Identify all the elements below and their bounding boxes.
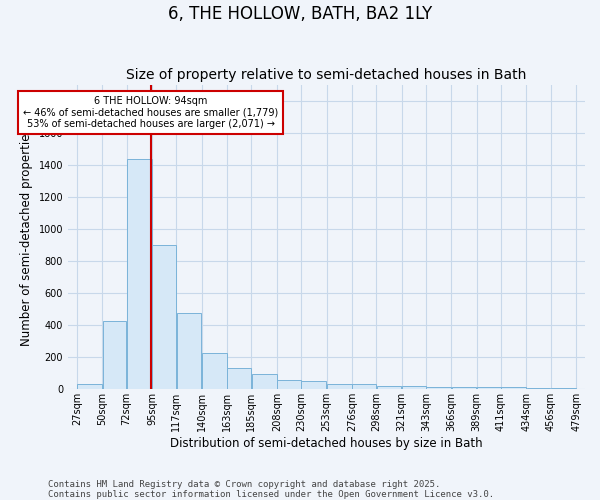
Bar — [402, 386, 425, 390]
Bar — [527, 388, 550, 390]
Bar — [452, 387, 476, 390]
Bar — [352, 384, 376, 390]
Text: Contains HM Land Registry data © Crown copyright and database right 2025.
Contai: Contains HM Land Registry data © Crown c… — [48, 480, 494, 499]
Bar — [252, 374, 277, 390]
Bar — [152, 245, 176, 390]
Bar — [477, 387, 501, 390]
Bar — [77, 384, 102, 390]
Title: Size of property relative to semi-detached houses in Bath: Size of property relative to semi-detach… — [127, 68, 527, 82]
Y-axis label: Number of semi-detached properties: Number of semi-detached properties — [20, 128, 33, 346]
Bar — [227, 368, 251, 390]
Bar — [103, 321, 127, 390]
Text: 6, THE HOLLOW, BATH, BA2 1LY: 6, THE HOLLOW, BATH, BA2 1LY — [168, 5, 432, 23]
Bar — [377, 386, 401, 390]
X-axis label: Distribution of semi-detached houses by size in Bath: Distribution of semi-detached houses by … — [170, 437, 483, 450]
Bar — [127, 159, 152, 390]
Bar — [551, 388, 576, 390]
Bar — [426, 387, 451, 390]
Bar — [176, 313, 202, 390]
Text: 6 THE HOLLOW: 94sqm
← 46% of semi-detached houses are smaller (1,779)
53% of sem: 6 THE HOLLOW: 94sqm ← 46% of semi-detach… — [23, 96, 278, 129]
Bar — [301, 382, 326, 390]
Bar — [202, 353, 227, 390]
Bar — [277, 380, 301, 390]
Bar — [327, 384, 352, 390]
Bar — [502, 387, 526, 390]
